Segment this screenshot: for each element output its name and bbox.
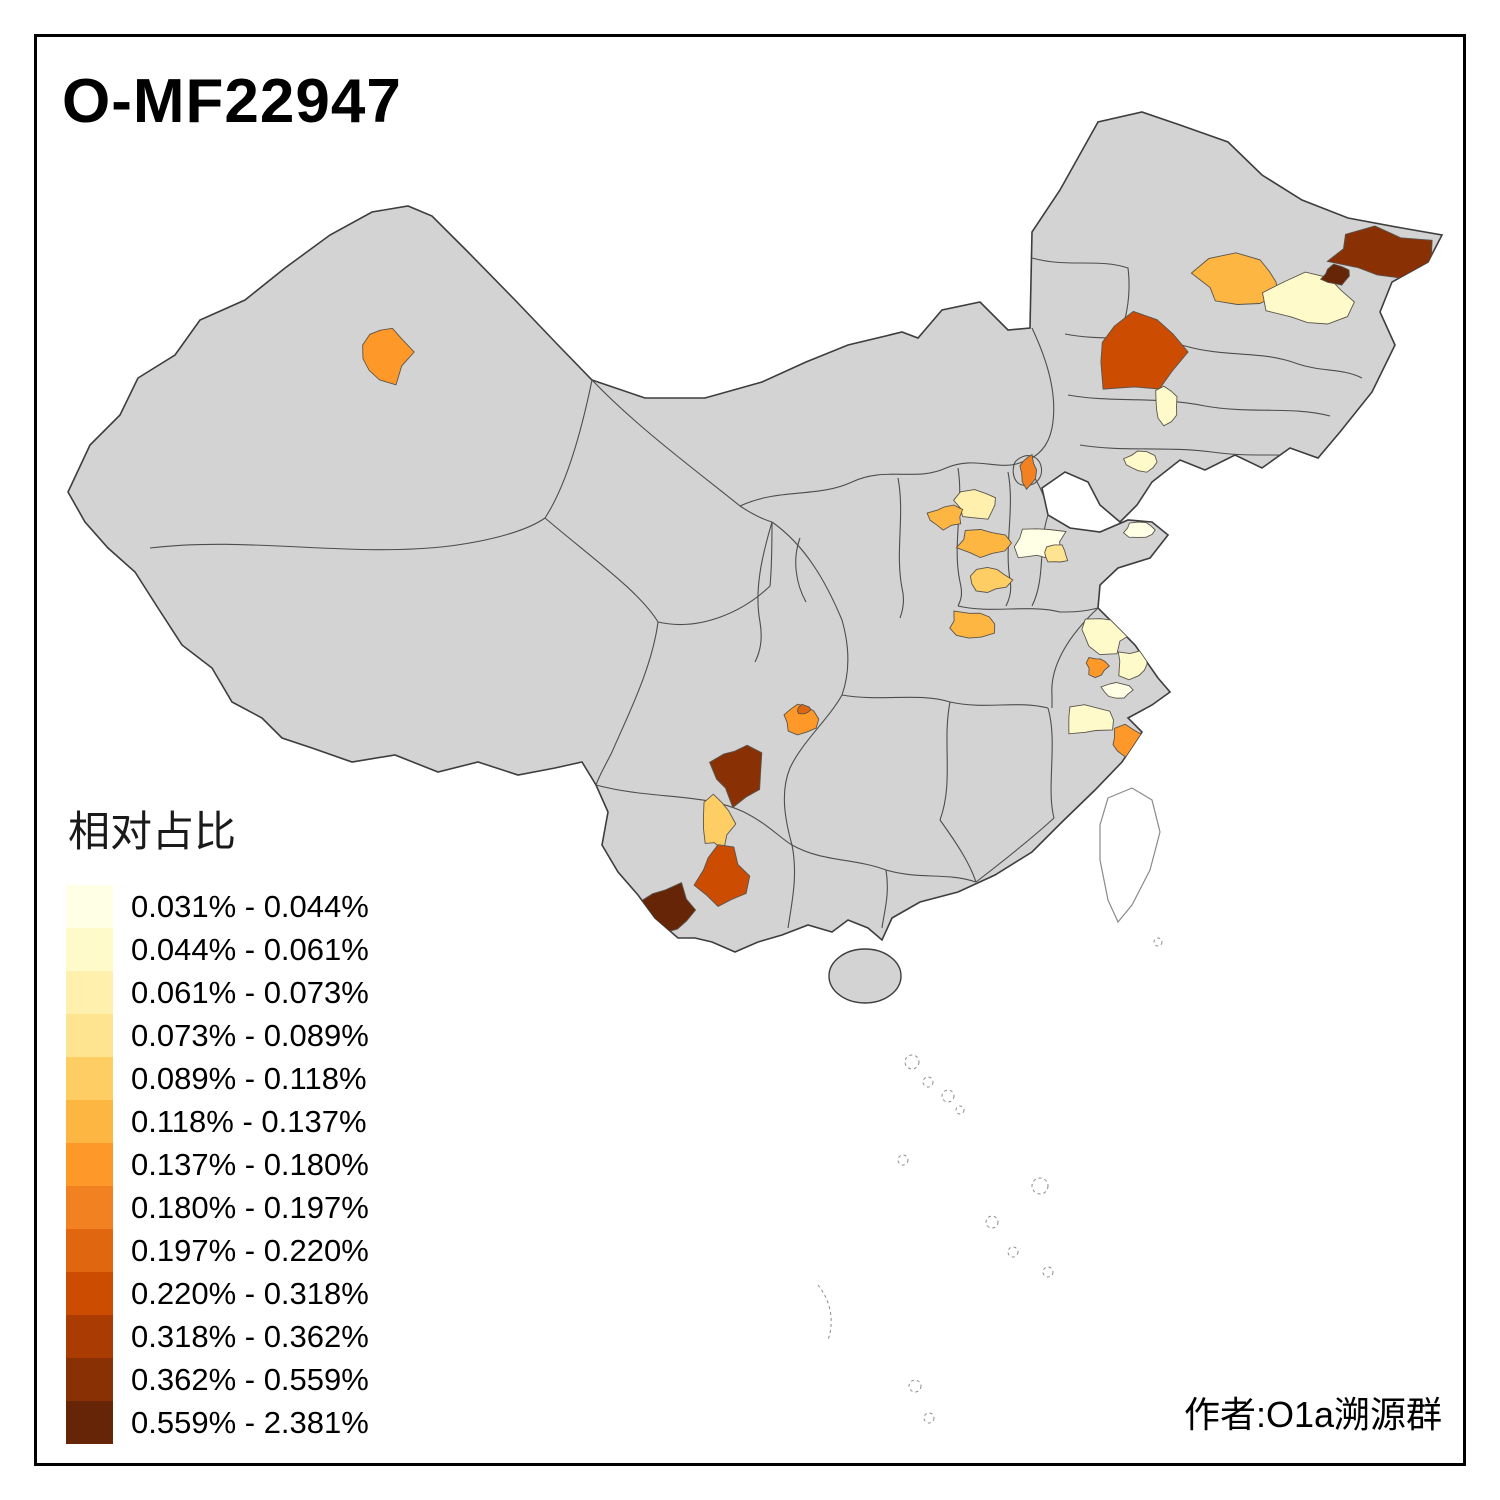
legend-swatch <box>66 1401 113 1444</box>
inner-mongolia-ne-region <box>1190 252 1279 305</box>
legend-bin-label: 0.044% - 0.061% <box>131 931 369 967</box>
anhui-south-pale-region <box>1068 704 1114 735</box>
jiangsu-south-cream-region <box>1100 682 1134 699</box>
legend-title: 相对占比 <box>68 808 237 855</box>
chart-title: O-MF22947 <box>62 67 402 136</box>
henan-central-region <box>949 610 996 639</box>
legend-row: 0.031% - 0.044% <box>66 885 369 928</box>
heilongjiang-far-east-dark-region <box>1319 263 1350 286</box>
legend-bin-label: 0.031% - 0.044% <box>131 888 369 924</box>
hebei-south-yellow-region <box>1044 544 1069 563</box>
legend-row: 0.318% - 0.362% <box>66 1315 369 1358</box>
highlighted-regions <box>362 225 1433 934</box>
legend-row: 0.220% - 0.318% <box>66 1272 369 1315</box>
legend-swatch <box>66 1186 113 1229</box>
legend-row: 0.180% - 0.197% <box>66 1186 369 1229</box>
legend-row: 0.089% - 0.118% <box>66 1057 369 1100</box>
legend: 相对占比 0.031% - 0.044% 0.044% - 0.061% 0.061… <box>66 798 369 1444</box>
sichuan-south-brown-region <box>709 744 763 809</box>
legend-swatch <box>66 1272 113 1315</box>
legend-bin-label: 0.362% - 0.559% <box>131 1361 369 1397</box>
legend-bin-label: 0.197% - 0.220% <box>131 1232 369 1268</box>
legend-bin-label: 0.061% - 0.073% <box>131 974 369 1010</box>
legend-bin-label: 0.318% - 0.362% <box>131 1318 369 1354</box>
mainland-outline <box>67 111 1444 953</box>
credit-text: 作者:O1a溯源群 <box>1183 1394 1442 1435</box>
legend-row: 0.559% - 2.381% <box>66 1401 369 1444</box>
xinjiang-north-region <box>362 327 415 386</box>
legend-bin-label: 0.220% - 0.318% <box>131 1275 369 1311</box>
legend-row: 0.044% - 0.061% <box>66 928 369 971</box>
legend-bin-label: 0.089% - 0.118% <box>131 1060 367 1096</box>
liaoning-pale-region <box>1123 450 1158 473</box>
shanxi-north-region <box>926 504 964 531</box>
yunnan-central-red-region <box>693 844 751 907</box>
legend-row: 0.362% - 0.559% <box>66 1358 369 1401</box>
shandong-peninsula-cream-region <box>1122 521 1156 538</box>
beijing-region <box>1019 453 1038 490</box>
legend-row: 0.197% - 0.220% <box>66 1229 369 1272</box>
chengdu-inner-dark-region <box>797 703 812 715</box>
legend-swatch <box>66 1014 113 1057</box>
legend-swatch <box>66 1229 113 1272</box>
legend-swatch <box>66 971 113 1014</box>
hebei-nw-pale-region <box>953 489 996 520</box>
hainan-island <box>828 948 902 1004</box>
jiangsu-central-orange-region <box>1085 656 1110 679</box>
heilongjiang-central-region <box>1100 310 1189 390</box>
legend-bin-label: 0.073% - 0.089% <box>131 1017 369 1053</box>
legend-row: 0.073% - 0.089% <box>66 1014 369 1057</box>
legend-swatch <box>66 1057 113 1100</box>
legend-swatch <box>66 1358 113 1401</box>
legend-bin-label: 0.559% - 2.381% <box>131 1404 369 1440</box>
legend-row: 0.061% - 0.073% <box>66 971 369 1014</box>
legend-bin-label: 0.137% - 0.180% <box>131 1146 369 1182</box>
legend-swatch <box>66 1100 113 1143</box>
legend-rows: 0.031% - 0.044% 0.044% - 0.061% 0.061% - 0… <box>66 885 369 1444</box>
legend-swatch <box>66 928 113 971</box>
legend-swatch <box>66 1143 113 1186</box>
south-china-sea-islands <box>817 937 1163 1424</box>
legend-row: 0.137% - 0.180% <box>66 1143 369 1186</box>
legend-swatch <box>66 1315 113 1358</box>
legend-bin-label: 0.118% - 0.137% <box>131 1103 367 1139</box>
legend-swatch <box>66 885 113 928</box>
henan-north-region <box>969 566 1014 593</box>
legend-row: 0.118% - 0.137% <box>66 1100 369 1143</box>
taiwan-island <box>1099 787 1161 924</box>
jilin-pale-region <box>1155 385 1178 427</box>
shanxi-central-region <box>955 529 1013 558</box>
legend-bin-label: 0.180% - 0.197% <box>131 1189 369 1225</box>
